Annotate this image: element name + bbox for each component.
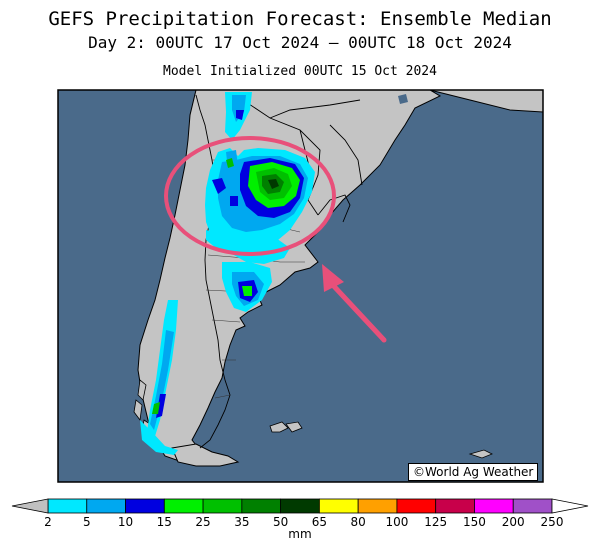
forecast-period: Day 2: 00UTC 17 Oct 2024 — 00UTC 18 Oct … — [88, 33, 512, 52]
colorbar-tick-label: 15 — [157, 515, 172, 529]
colorbar-tick-label: 5 — [83, 515, 91, 529]
colorbar-swatch — [241, 498, 282, 514]
colorbar-swatch — [396, 498, 437, 514]
lake — [398, 94, 408, 104]
colorbar-swatch — [280, 498, 320, 514]
colorbar-tick-label: 125 — [424, 515, 447, 529]
colorbar-swatch — [163, 498, 204, 514]
colorbar-swatch — [86, 498, 126, 514]
colorbar-tick-label: 65 — [312, 515, 327, 529]
colorbar-swatch — [512, 498, 553, 514]
colorbar-swatch — [357, 498, 398, 514]
colorbar-tick-label: 250 — [541, 515, 564, 529]
colorbar-swatch — [318, 498, 359, 514]
land-south-georgia — [468, 449, 493, 459]
colorbar-tick-label: 100 — [385, 515, 408, 529]
colorbar-swatch — [435, 498, 475, 514]
colorbar: 2 5 10 15 25 35 50 65 80 100 125 150 200 250 — [11, 498, 589, 529]
colorbar-tick-label: 2 — [44, 515, 52, 529]
colorbar-units: mm — [288, 527, 312, 541]
colorbar-low-end — [11, 498, 49, 514]
model-init-time: Model Initialized 00UTC 15 Oct 2024 — [163, 64, 437, 79]
colorbar-tick-label: 50 — [273, 515, 288, 529]
credit-label: ©World Ag Weather — [408, 463, 539, 481]
colorbar-tick-label: 10 — [118, 515, 133, 529]
highlight-ellipse — [164, 136, 336, 256]
colorbar-tick-label: 150 — [463, 515, 486, 529]
colorbar-swatch — [125, 498, 165, 514]
precipitation-overlay — [140, 92, 315, 455]
map-frame — [57, 89, 544, 483]
colorbar-tick-label: 200 — [502, 515, 525, 529]
highlight-arrow — [322, 264, 387, 343]
colorbar-swatch — [474, 498, 514, 514]
colorbar-tick-label: 80 — [351, 515, 366, 529]
colorbar-high-end — [551, 498, 589, 514]
colorbar-swatch — [202, 498, 243, 514]
colorbar-tick-label: 35 — [234, 515, 249, 529]
land-falkland-islands — [269, 421, 303, 433]
colorbar-swatch — [47, 498, 88, 514]
colorbar-tick-label: 25 — [195, 515, 210, 529]
precip-50mm-region — [268, 179, 279, 189]
chart-title: GEFS Precipitation Forecast: Ensemble Me… — [48, 8, 552, 30]
